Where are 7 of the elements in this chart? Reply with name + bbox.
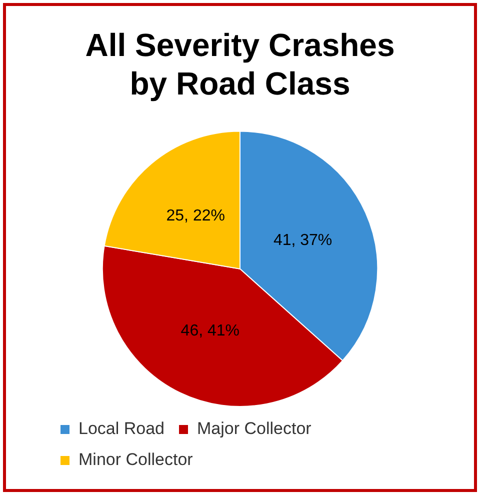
legend-label: Minor Collector: [78, 450, 194, 470]
legend-label: Local Road: [78, 419, 165, 438]
legend-label: Major Collector: [197, 419, 312, 438]
data-label: 41, 37%: [273, 232, 332, 250]
data-label: 46, 41%: [180, 322, 240, 340]
data-label: 25, 22%: [166, 208, 225, 225]
chart-title: All Severity Crashes by Road Class: [85, 27, 395, 102]
